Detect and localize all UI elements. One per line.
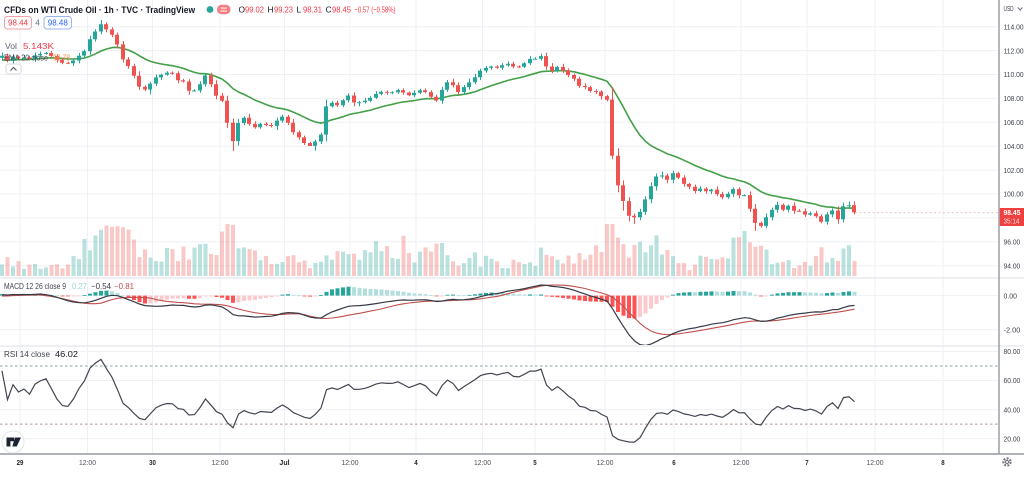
svg-text:−0.57 (−0.58%): −0.57 (−0.58%) <box>355 5 396 15</box>
svg-text:40.00: 40.00 <box>1004 405 1021 414</box>
svg-text:46.02: 46.02 <box>55 349 78 359</box>
svg-text:94.00: 94.00 <box>1004 261 1021 270</box>
svg-text:8: 8 <box>941 458 944 467</box>
svg-text:C: C <box>326 5 332 15</box>
svg-text:0.00: 0.00 <box>1004 291 1017 300</box>
svg-text:20.00: 20.00 <box>1004 434 1021 443</box>
svg-text:29: 29 <box>17 458 24 467</box>
svg-text:CFDs on WTI Crude Oil · 1h · T: CFDs on WTI Crude Oil · 1h · TVC · Tradi… <box>4 4 196 15</box>
svg-text:30: 30 <box>149 458 156 467</box>
svg-text:0.27: 0.27 <box>72 281 87 291</box>
svg-text:−0.81: −0.81 <box>114 281 134 291</box>
svg-text:80.00: 80.00 <box>1004 347 1021 356</box>
svg-text:12:00: 12:00 <box>733 458 750 467</box>
svg-text:L: L <box>297 5 302 15</box>
svg-text:H: H <box>268 5 274 15</box>
svg-text:Vol: Vol <box>5 41 17 51</box>
svg-text:106.00: 106.00 <box>1004 118 1024 127</box>
svg-text:98.44: 98.44 <box>8 18 28 28</box>
svg-text:12:00: 12:00 <box>867 458 884 467</box>
svg-text:12:00: 12:00 <box>474 458 491 467</box>
svg-text:4: 4 <box>414 458 418 467</box>
svg-text:-2.00: -2.00 <box>1004 325 1021 334</box>
svg-text:104.00: 104.00 <box>1004 142 1024 151</box>
svg-text:98.78: 98.78 <box>53 53 70 63</box>
svg-text:5: 5 <box>533 458 536 467</box>
svg-text:60.00: 60.00 <box>1004 376 1021 385</box>
svg-text:MACD 12 26 close 9: MACD 12 26 close 9 <box>4 281 66 291</box>
svg-text:EMA 20 close: EMA 20 close <box>4 53 48 63</box>
svg-text:12:00: 12:00 <box>342 458 359 467</box>
svg-text:102.00: 102.00 <box>1004 166 1024 175</box>
svg-text:100.00: 100.00 <box>1004 190 1024 199</box>
svg-text:35:14: 35:14 <box>1004 219 1020 226</box>
svg-text:96.00: 96.00 <box>1004 238 1021 247</box>
svg-text:99.23: 99.23 <box>274 5 293 15</box>
svg-text:6: 6 <box>672 458 675 467</box>
svg-text:O: O <box>239 5 246 15</box>
svg-text:Jul: Jul <box>279 458 289 467</box>
svg-text:114.00: 114.00 <box>1004 22 1024 31</box>
svg-text:4: 4 <box>35 19 40 28</box>
svg-text:98.48: 98.48 <box>48 18 68 28</box>
svg-text:−0.54: −0.54 <box>91 281 111 291</box>
svg-text:98.45: 98.45 <box>332 5 351 15</box>
svg-text:110.00: 110.00 <box>1004 70 1024 79</box>
svg-text:112.00: 112.00 <box>1004 46 1024 55</box>
svg-text:USD: USD <box>1004 4 1014 13</box>
svg-text:RSI 14 close: RSI 14 close <box>4 349 50 359</box>
svg-text:99.02: 99.02 <box>245 5 264 15</box>
svg-text:98.31: 98.31 <box>303 5 322 15</box>
svg-text:12:00: 12:00 <box>597 458 614 467</box>
svg-text:12:00: 12:00 <box>212 458 229 467</box>
svg-text:108.00: 108.00 <box>1004 94 1024 103</box>
svg-text:5.143K: 5.143K <box>23 41 54 51</box>
svg-text:7: 7 <box>805 458 808 467</box>
svg-text:98.45: 98.45 <box>1004 208 1021 217</box>
svg-text:12:00: 12:00 <box>79 458 96 467</box>
